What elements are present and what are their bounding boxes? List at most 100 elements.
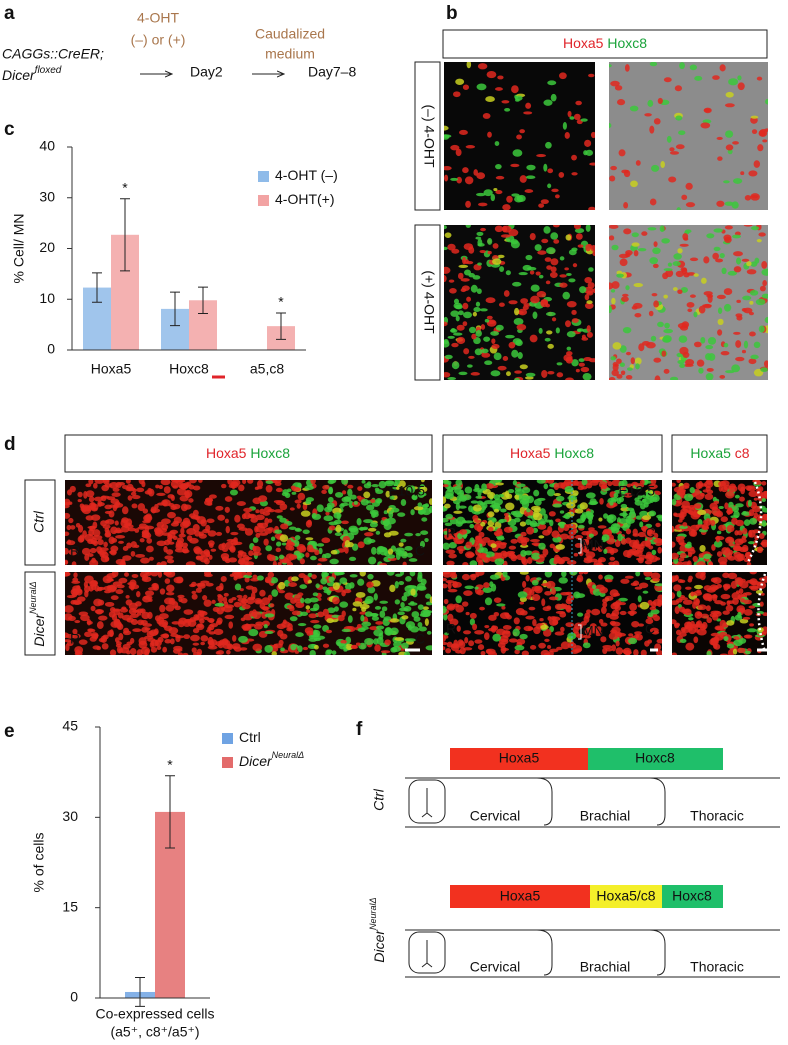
marker-name: Hoxc8: [554, 445, 594, 461]
cell: [693, 312, 697, 318]
cell: [761, 481, 766, 485]
cell: [749, 518, 757, 525]
cell: [114, 530, 123, 534]
cell: [468, 356, 474, 359]
cell: [323, 644, 329, 648]
cell: [537, 250, 546, 255]
cell: [450, 178, 458, 181]
cell: [744, 634, 753, 638]
cell: [641, 650, 647, 657]
cell: [709, 561, 714, 569]
cell: [97, 501, 102, 507]
cell: [71, 588, 80, 595]
cell: [620, 258, 628, 266]
cell: [364, 532, 374, 536]
cell: [473, 312, 477, 317]
cell: [569, 116, 574, 119]
cell: [694, 76, 702, 81]
cell: [525, 616, 534, 620]
cell: [719, 506, 724, 509]
y-tick-label: 30: [62, 808, 78, 824]
cell: [124, 523, 128, 528]
cell: [315, 583, 319, 588]
cell: [599, 498, 603, 505]
cell: [514, 308, 519, 315]
cell: [732, 141, 739, 145]
cell: [623, 202, 628, 209]
cell: [453, 333, 462, 336]
cell: [404, 533, 413, 537]
y-axis-label: % Cell/ MN: [11, 213, 27, 283]
cell: [263, 606, 269, 611]
cell: [582, 335, 586, 339]
step: Day7–8: [308, 64, 356, 80]
row-label: Ctrl: [31, 510, 47, 533]
cell: [458, 273, 464, 280]
cell: [243, 595, 247, 599]
cell: [301, 510, 311, 516]
cell: [759, 325, 765, 332]
cell: [512, 149, 522, 156]
cell: [603, 549, 607, 554]
cell: [126, 478, 131, 483]
cell: [544, 483, 549, 489]
cell: [494, 558, 504, 565]
cell: [614, 605, 621, 611]
cell: [225, 496, 233, 502]
cell: [539, 554, 547, 558]
cell: [737, 612, 741, 618]
cell: [752, 129, 757, 134]
cell: [642, 498, 652, 505]
cell: [455, 79, 464, 85]
cell: [589, 163, 598, 166]
cell: [742, 308, 747, 312]
cell: [610, 81, 620, 87]
cell: [379, 563, 387, 567]
cell: [544, 591, 552, 596]
cell: [423, 610, 432, 614]
cell: [529, 607, 536, 611]
cell: [87, 628, 93, 631]
cell: [478, 63, 487, 69]
cell: [683, 483, 689, 488]
cell: [527, 267, 536, 271]
cell: [85, 483, 91, 487]
cell: [611, 497, 618, 501]
cell: [566, 502, 575, 508]
cell: [112, 614, 117, 621]
cell: [680, 639, 687, 643]
cell: [565, 622, 574, 627]
cell: [259, 590, 265, 597]
cell: [566, 234, 572, 240]
cell: [236, 595, 242, 598]
cell: [694, 273, 699, 277]
cell: [182, 653, 188, 656]
cell: [61, 572, 70, 577]
cell: [476, 193, 486, 196]
x-tick-sublabel: (a5⁺, c8⁺/a5⁺): [110, 1024, 199, 1040]
cell: [583, 373, 592, 381]
cell: [112, 492, 121, 497]
cell: [449, 288, 457, 294]
cell: [459, 529, 467, 535]
cell: [749, 331, 756, 336]
cell: [530, 335, 538, 343]
cell: [141, 620, 148, 625]
cell: [510, 539, 517, 544]
legend-swatch: [258, 171, 269, 182]
cell: [567, 301, 577, 307]
cell: [295, 500, 302, 504]
cell: [568, 111, 572, 117]
cell: [671, 652, 677, 657]
cell: [530, 270, 534, 274]
cell: [551, 530, 559, 538]
cell: [747, 562, 752, 566]
cell: [526, 165, 535, 171]
cell: [608, 305, 612, 313]
cell: [742, 545, 749, 552]
cell: [638, 248, 646, 251]
cell: [751, 581, 760, 586]
cell: [278, 590, 285, 593]
cell: [248, 597, 256, 600]
cell: [78, 499, 82, 502]
